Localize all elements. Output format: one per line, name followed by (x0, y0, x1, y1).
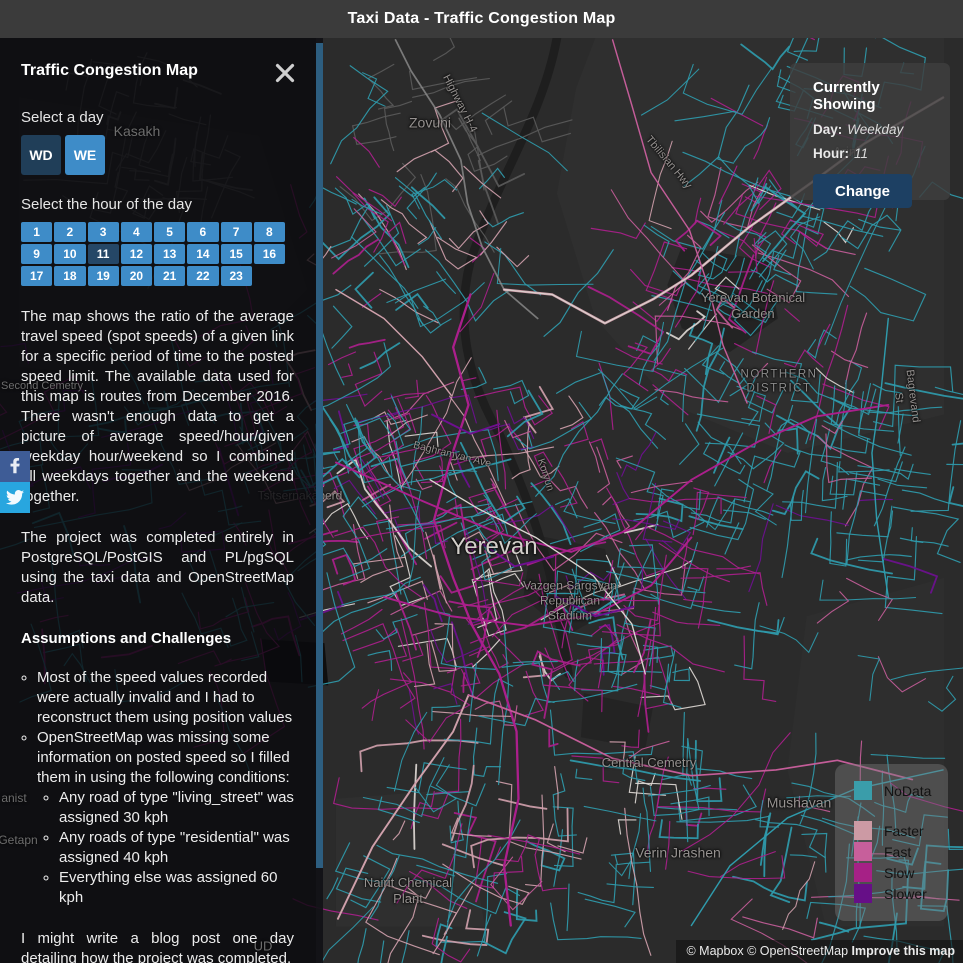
assumption-subitem: Any road of type "living_street" was ass… (59, 788, 294, 828)
sidebar-title: Traffic Congestion Map (21, 62, 198, 79)
hour-button-23[interactable]: 23 (220, 266, 252, 286)
legend-swatch-slow (854, 863, 872, 882)
day-row: Day: Weekday (813, 122, 940, 137)
legend-label: Slower (884, 885, 927, 902)
day-button-we[interactable]: WE (65, 135, 105, 175)
hour-buttons: 1 2 3 4 5 6 7 8 9 10 11 12 13 14 15 16 17 18 19 20 21 22 23 (21, 222, 285, 286)
sidebar-panel: Kasakh Second Cemetry anist Getapn UD Traffi… (0, 38, 323, 963)
hour-button-6[interactable]: 6 (187, 222, 219, 242)
improve-map-link[interactable]: Improve this map (851, 944, 956, 958)
scrollbar-thumb[interactable] (316, 43, 323, 868)
legend-label: Faster (884, 822, 924, 839)
day-buttons: WD WE (21, 135, 294, 175)
close-icon (275, 63, 295, 83)
tech-paragraph: The project was completed entirely in Po… (21, 529, 294, 606)
hour-button-19[interactable]: 19 (87, 266, 119, 286)
hour-button-7[interactable]: 7 (220, 222, 252, 242)
sidebar-scrollbar (316, 38, 323, 963)
facebook-icon (10, 458, 20, 474)
legend-item: Fast (854, 842, 942, 861)
hour-button-4[interactable]: 4 (120, 222, 152, 242)
assumption-item: OpenStreetMap was missing some informati… (37, 728, 294, 908)
select-hour-label: Select the hour of the day (21, 196, 192, 213)
hour-button-16[interactable]: 16 (253, 244, 285, 264)
legend-label: Fast (884, 843, 912, 860)
hour-button-12[interactable]: 12 (120, 244, 152, 264)
attribution-text: © Mapbox © OpenStreetMap (686, 944, 852, 958)
assumptions-heading: Assumptions and Challenges (21, 630, 232, 647)
hour-button-21[interactable]: 21 (154, 266, 186, 286)
facebook-button[interactable] (0, 451, 30, 482)
legend-item: Slow (854, 863, 942, 882)
panel-title: Currently Showing (813, 79, 880, 113)
hour-button-5[interactable]: 5 (154, 222, 186, 242)
hour-button-1[interactable]: 1 (21, 222, 53, 242)
close-button[interactable] (270, 58, 300, 88)
hour-button-11[interactable]: 11 (87, 244, 119, 264)
legend-item: Slower (854, 884, 942, 903)
assumption-item: Most of the speed values recorded were a… (37, 668, 294, 728)
legend-label: NoData (884, 782, 932, 799)
select-day-label: Select a day (21, 109, 104, 126)
map-attribution: © Mapbox © OpenStreetMap Improve this ma… (676, 940, 963, 963)
sidebar-content: Traffic Congestion Map Select a day WD WE… (0, 38, 323, 963)
hour-row: Hour: 11 (813, 146, 940, 161)
hour-button-22[interactable]: 22 (187, 266, 219, 286)
hour-button-8[interactable]: 8 (253, 222, 285, 242)
hour-button-18[interactable]: 18 (54, 266, 86, 286)
twitter-icon (6, 490, 24, 505)
description-paragraph: The map shows the ratio of the average t… (21, 308, 294, 505)
hour-button-15[interactable]: 15 (220, 244, 252, 264)
hour-button-10[interactable]: 10 (54, 244, 86, 264)
hour-button-3[interactable]: 3 (87, 222, 119, 242)
map-place-label-dim: anist (1, 791, 27, 805)
day-label: Day: (813, 122, 843, 137)
footer-paragraph: I might write a blog post one day detail… (21, 930, 294, 963)
hour-button-13[interactable]: 13 (154, 244, 186, 264)
legend-swatch-fast (854, 842, 872, 861)
legend-swatch-nodata (854, 781, 872, 800)
page-title: Taxi Data - Traffic Congestion Map (347, 10, 616, 27)
social-buttons (0, 451, 30, 513)
hour-button-20[interactable]: 20 (120, 266, 152, 286)
legend-panel: NoData Faster Fast Slow Slower (835, 764, 948, 921)
assumption-subitem: Any roads of type "residential" was assi… (59, 828, 294, 868)
legend-swatch-slower (854, 884, 872, 903)
legend-label: Slow (884, 864, 915, 881)
map-place-label-dim: Getapn (0, 833, 38, 847)
hour-button-2[interactable]: 2 (54, 222, 86, 242)
day-button-wd[interactable]: WD (21, 135, 61, 175)
hour-label: Hour: (813, 146, 849, 161)
twitter-button[interactable] (0, 482, 30, 513)
map-place-label-dim: UD (253, 938, 273, 954)
assumptions-list: Most of the speed values recorded were a… (21, 668, 294, 908)
hour-button-14[interactable]: 14 (187, 244, 219, 264)
change-button[interactable]: Change (813, 174, 912, 208)
legend-item: NoData (854, 781, 942, 800)
header-bar: Taxi Data - Traffic Congestion Map (0, 0, 963, 38)
currently-showing-panel: Currently Showing Day: Weekday Hour: 11 Ch… (790, 63, 950, 208)
hour-button-17[interactable]: 17 (21, 266, 53, 286)
map-place-label-dim: Second Cemetry (1, 380, 83, 392)
legend-swatch-faster (854, 821, 872, 840)
legend-item: Faster (854, 821, 942, 840)
day-value: Weekday (847, 122, 904, 137)
hour-button-9[interactable]: 9 (21, 244, 53, 264)
map-place-label-dim: Kasakh (113, 123, 161, 139)
assumption-subitem: Everything else was assigned 60 kph (59, 868, 294, 908)
hour-value: 11 (854, 146, 869, 161)
